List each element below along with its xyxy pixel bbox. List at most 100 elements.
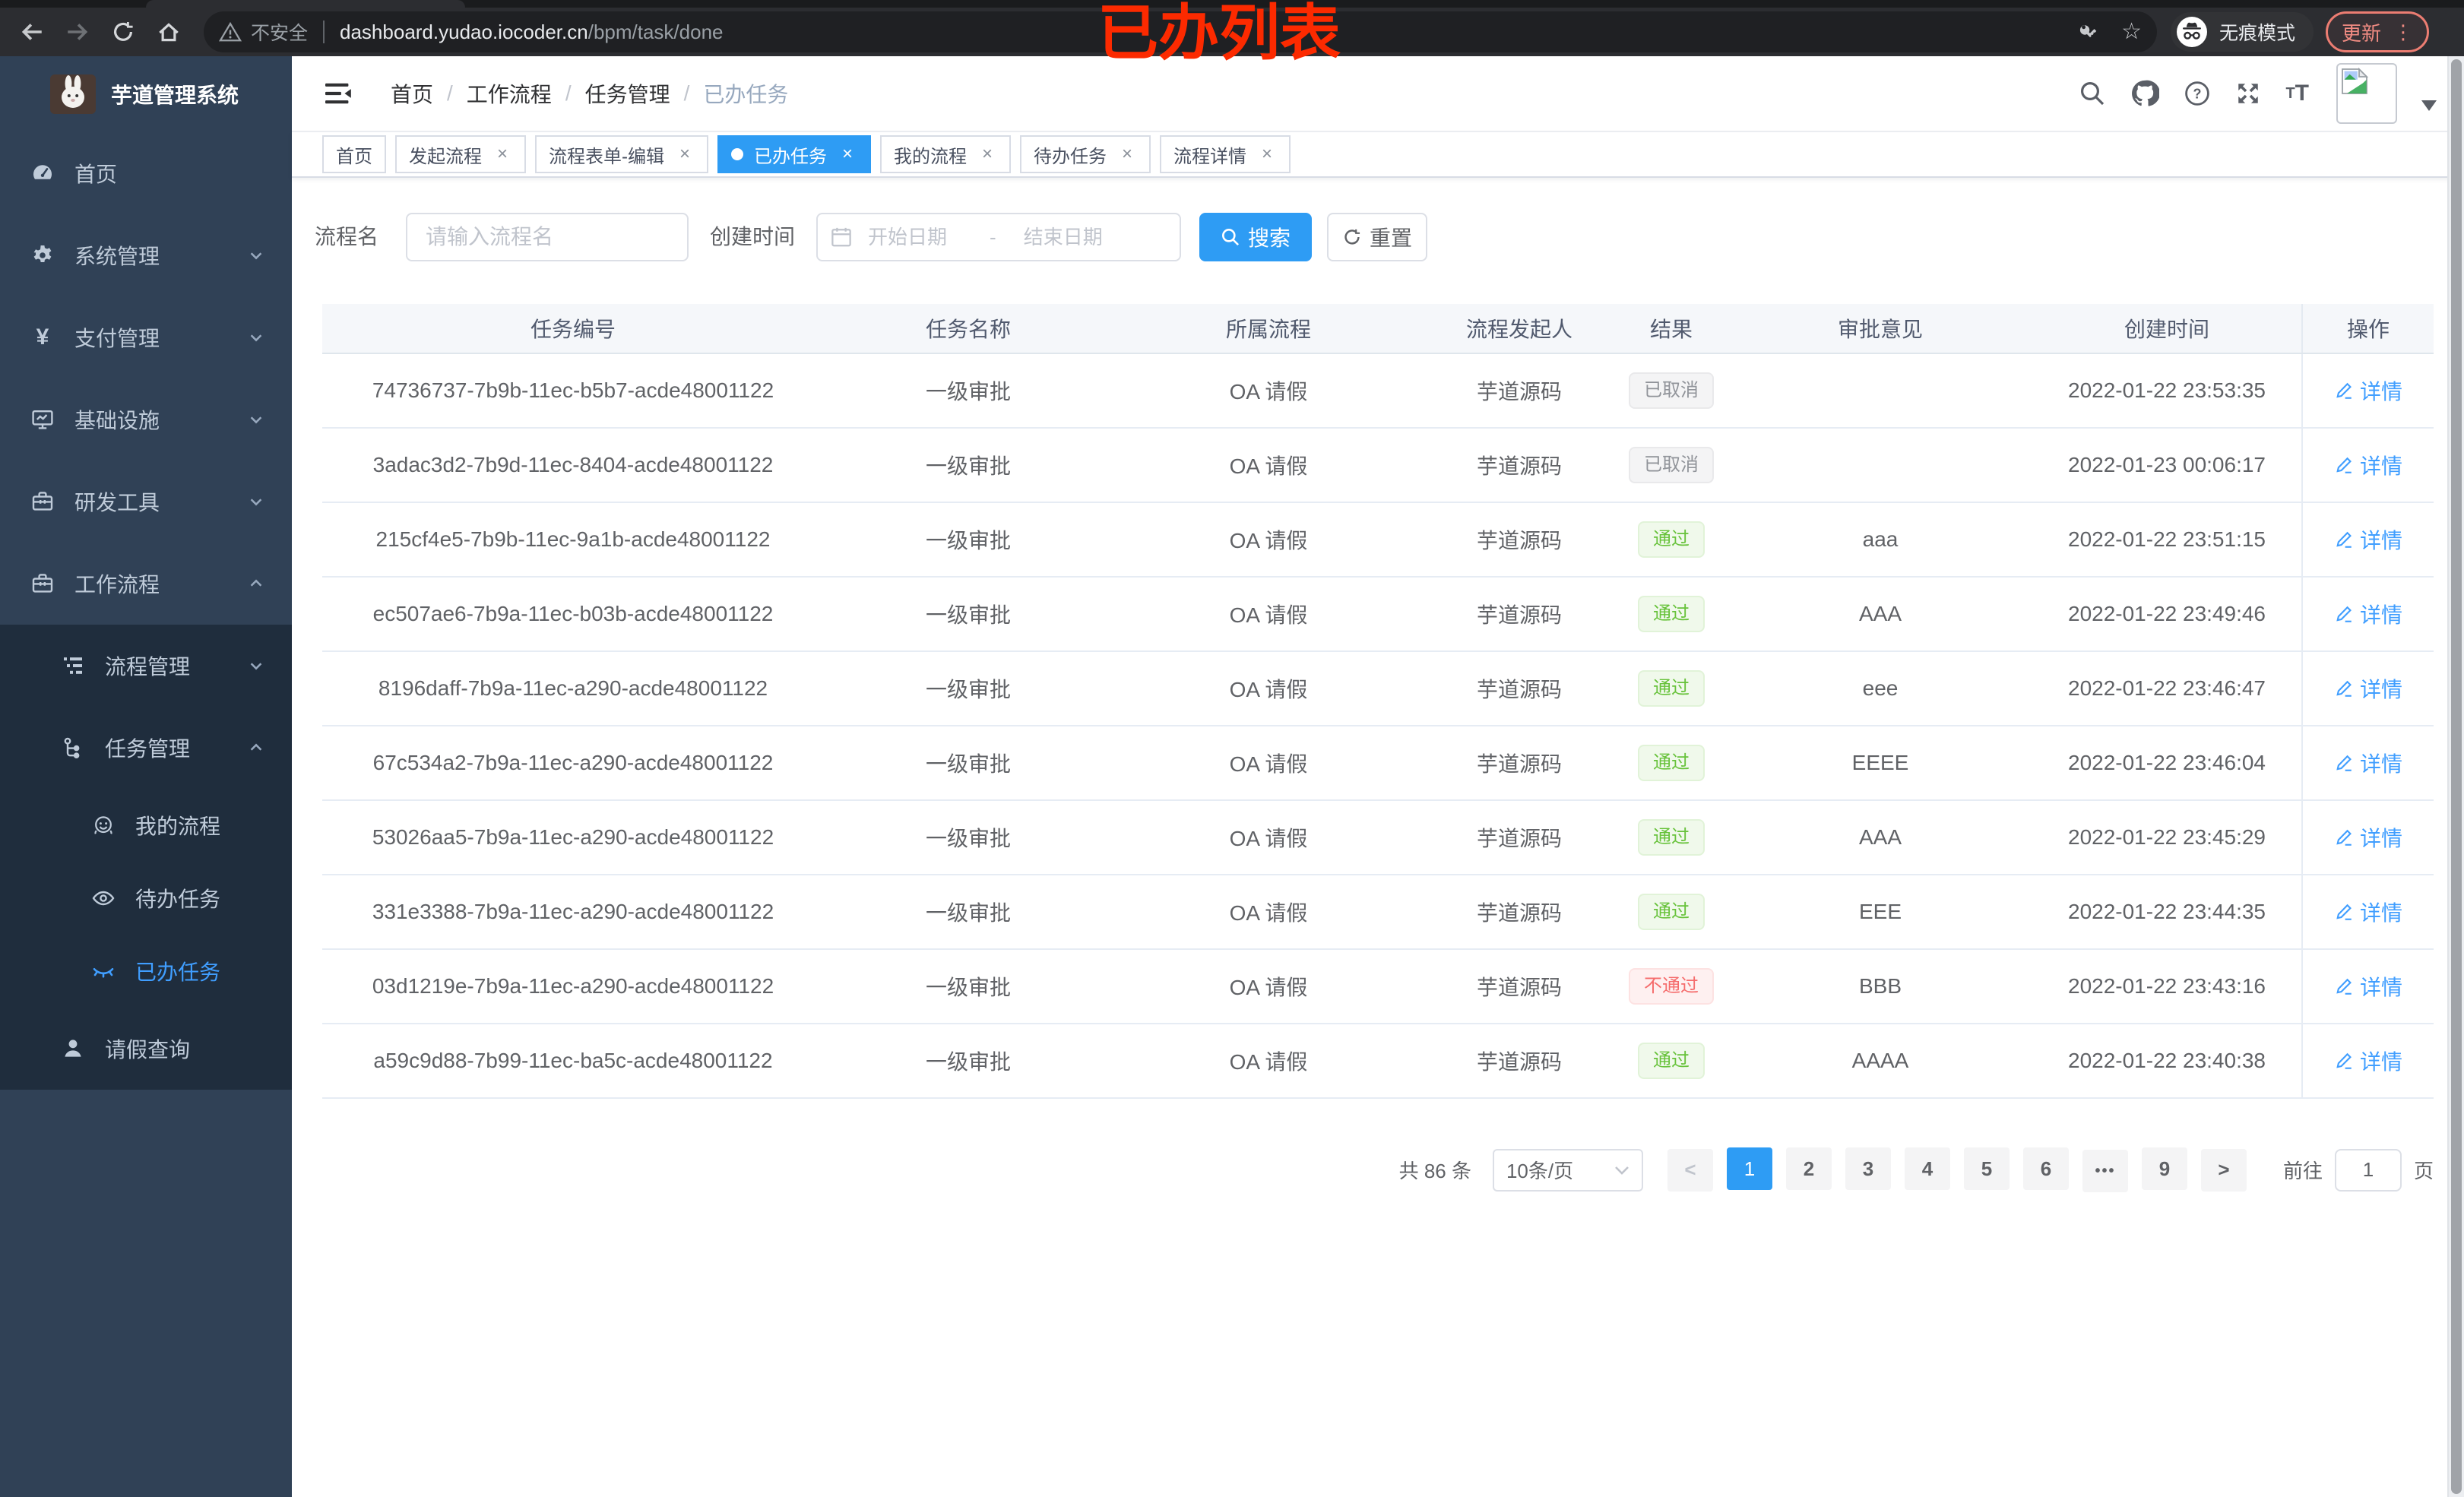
dashboard-icon	[30, 161, 55, 185]
scrollbar-thumb[interactable]	[2451, 59, 2462, 1494]
window-scrollbar[interactable]	[2447, 56, 2464, 1497]
process-name: OA 请假	[1229, 603, 1308, 627]
page-button-4[interactable]: 4	[1904, 1147, 1950, 1190]
page-button-6[interactable]: 6	[2022, 1147, 2069, 1190]
result-badge: 已取消	[1629, 372, 1714, 409]
next-page-button[interactable]: >	[2200, 1148, 2247, 1192]
tree-list-icon	[61, 654, 85, 678]
action-cell: 详情	[2301, 726, 2434, 799]
detail-link[interactable]: 详情	[2334, 375, 2402, 406]
sidebar-item-工作流程[interactable]: 工作流程	[0, 543, 292, 625]
detail-link[interactable]: 详情	[2334, 599, 2402, 629]
tab-已办任务[interactable]: 已办任务 ×	[717, 135, 871, 173]
forward-icon[interactable]	[55, 12, 100, 52]
pager-ellipsis[interactable]: •••	[2082, 1150, 2128, 1192]
prev-page-button[interactable]: <	[1667, 1148, 1713, 1192]
table-row: ec507ae6-7b9a-11ec-b03b-acde48001122 一级审批…	[322, 578, 2434, 652]
collapse-sidebar-icon[interactable]	[325, 81, 354, 106]
page-button-2[interactable]: 2	[1785, 1147, 1832, 1190]
help-icon[interactable]: ?	[2184, 80, 2211, 107]
detail-link[interactable]: 详情	[2334, 897, 2402, 927]
page-button-3[interactable]: 3	[1845, 1147, 1891, 1190]
task-id: 3adac3d2-7b9d-11ec-8404-acde48001122	[372, 453, 774, 476]
reload-icon[interactable]	[100, 12, 146, 52]
result-cell: 通过	[1614, 670, 1728, 707]
sidebar-item-待办任务[interactable]: 待办任务	[0, 862, 292, 935]
action-cell: 详情	[2301, 503, 2434, 576]
fullscreen-icon[interactable]	[2235, 81, 2261, 106]
sidebar-item-系统管理[interactable]: 系统管理	[0, 214, 292, 296]
sidebar-item-请假查询[interactable]: 请假查询	[0, 1008, 292, 1090]
date-range-picker[interactable]: -	[816, 213, 1182, 261]
detail-link[interactable]: 详情	[2334, 748, 2402, 778]
close-tab-icon[interactable]: ×	[1121, 144, 1132, 164]
tab-发起流程[interactable]: 发起流程 ×	[395, 135, 526, 173]
search-icon[interactable]	[2079, 80, 2106, 107]
detail-link[interactable]: 详情	[2334, 673, 2402, 704]
detail-link[interactable]: 详情	[2334, 822, 2402, 853]
process-name-input[interactable]	[406, 213, 689, 261]
detail-link[interactable]: 详情	[2334, 524, 2402, 555]
page-buttons: 1 2 3 4 5 6 ••• 9	[1713, 1147, 2187, 1192]
page-size-select[interactable]: 10条/页	[1492, 1148, 1643, 1192]
tab-首页[interactable]: 首页	[322, 135, 386, 173]
sidebar-item-首页[interactable]: 首页	[0, 132, 292, 214]
bookmark-star-icon[interactable]: ☆	[2121, 19, 2142, 44]
breadcrumb-item[interactable]: 首页	[391, 83, 434, 106]
logo-row[interactable]: 芋道管理系统	[0, 56, 292, 132]
sidebar-item-已办任务[interactable]: 已办任务	[0, 935, 292, 1008]
goto-page-input[interactable]	[2334, 1148, 2402, 1192]
warning-triangle-icon[interactable]	[219, 21, 242, 43]
breadcrumb-item[interactable]: 任务管理	[584, 83, 670, 106]
svg-text:?: ?	[2193, 86, 2202, 101]
table-row: 3adac3d2-7b9d-11ec-8404-acde48001122 一级审批…	[322, 429, 2434, 503]
avatar[interactable]	[2336, 63, 2397, 124]
back-icon[interactable]	[9, 12, 55, 52]
sidebar-item-任务管理[interactable]: 任务管理	[0, 707, 292, 789]
sidebar-item-研发工具[interactable]: 研发工具	[0, 460, 292, 543]
sidebar-item-支付管理[interactable]: ¥ 支付管理	[0, 296, 292, 378]
close-tab-icon[interactable]: ×	[1261, 144, 1272, 164]
close-tab-icon[interactable]: ×	[496, 144, 508, 164]
url-bar[interactable]: 不安全 dashboard.yudao.iocoder.cn/bpm/task/…	[204, 11, 2157, 52]
sidebar-item-我的流程[interactable]: 我的流程	[0, 789, 292, 862]
column-header-创建时间: 创建时间	[2124, 318, 2209, 341]
detail-label: 详情	[2359, 603, 2402, 627]
table-row: 53026aa5-7b9a-11ec-a290-acde48001122 一级审批…	[322, 801, 2434, 875]
detail-link[interactable]: 详情	[2334, 1046, 2402, 1076]
reset-button[interactable]: 重置	[1327, 213, 1428, 261]
detail-link[interactable]: 详情	[2334, 450, 2402, 480]
sidebar-item-流程管理[interactable]: 流程管理	[0, 625, 292, 707]
edit-icon	[2334, 679, 2354, 698]
kebab-menu-icon[interactable]: ⋮	[2393, 20, 2414, 43]
process-starter: 芋道源码	[1476, 1050, 1562, 1074]
edit-icon	[2334, 604, 2354, 624]
page-button-5[interactable]: 5	[1963, 1147, 2010, 1190]
home-icon[interactable]	[146, 12, 192, 52]
start-date-input[interactable]	[865, 223, 987, 251]
result-badge: 通过	[1638, 1043, 1705, 1079]
github-icon[interactable]	[2130, 79, 2160, 108]
tab-流程表单-编辑[interactable]: 流程表单-编辑 ×	[535, 135, 708, 173]
key-icon[interactable]	[2077, 21, 2100, 43]
tab-流程详情[interactable]: 流程详情 ×	[1160, 135, 1291, 173]
avatar-caret-icon[interactable]	[2421, 90, 2437, 119]
result-badge: 通过	[1638, 596, 1705, 632]
close-tab-icon[interactable]: ×	[981, 144, 993, 164]
tab-待办任务[interactable]: 待办任务 ×	[1020, 135, 1151, 173]
opinion-cell: AAA	[1858, 602, 1902, 625]
close-tab-icon[interactable]: ×	[679, 144, 690, 164]
page-button-1[interactable]: 1	[1726, 1147, 1772, 1190]
opinion-cell: AAAA	[1851, 1049, 1909, 1072]
tab-我的流程[interactable]: 我的流程 ×	[880, 135, 1011, 173]
breadcrumb-item[interactable]: 工作流程	[466, 83, 552, 106]
update-button[interactable]: 更新 ⋮	[2326, 11, 2430, 52]
sidebar-item-基础设施[interactable]: 基础设施	[0, 378, 292, 460]
close-tab-icon[interactable]: ×	[841, 144, 853, 164]
task-name: 一级审批	[925, 678, 1011, 701]
detail-link[interactable]: 详情	[2334, 971, 2402, 1002]
search-button[interactable]: 搜索	[1199, 213, 1313, 261]
end-date-input[interactable]	[1020, 223, 1142, 251]
page-button-9[interactable]: 9	[2141, 1147, 2187, 1190]
